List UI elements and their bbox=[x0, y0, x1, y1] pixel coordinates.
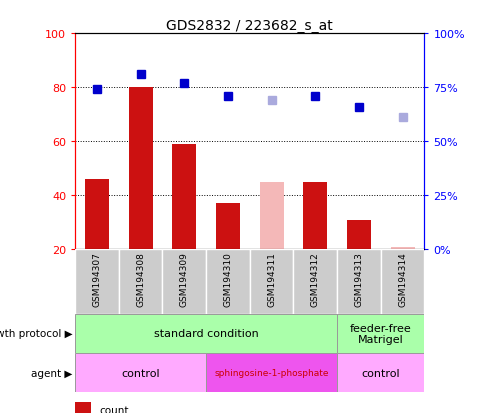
Bar bbox=[85, 180, 109, 250]
Bar bbox=[380, 250, 424, 314]
Bar bbox=[293, 250, 336, 314]
Text: GSM194312: GSM194312 bbox=[310, 252, 319, 306]
Bar bbox=[75, 314, 336, 353]
Bar bbox=[249, 250, 293, 314]
Text: agent ▶: agent ▶ bbox=[31, 368, 73, 378]
Text: GSM194310: GSM194310 bbox=[223, 252, 232, 306]
Text: GSM194314: GSM194314 bbox=[397, 252, 406, 306]
Text: GSM194311: GSM194311 bbox=[267, 252, 275, 306]
Bar bbox=[162, 250, 206, 314]
Bar bbox=[75, 353, 206, 392]
Bar bbox=[119, 250, 162, 314]
Bar bbox=[75, 402, 91, 413]
Bar bbox=[172, 145, 196, 250]
Bar bbox=[75, 250, 119, 314]
Text: GSM194313: GSM194313 bbox=[354, 252, 363, 306]
Bar bbox=[206, 250, 249, 314]
Text: count: count bbox=[99, 405, 129, 413]
Bar bbox=[215, 204, 240, 250]
Bar bbox=[336, 250, 380, 314]
Text: GSM194308: GSM194308 bbox=[136, 252, 145, 306]
Text: feeder-free
Matrigel: feeder-free Matrigel bbox=[349, 323, 411, 344]
Bar bbox=[206, 353, 336, 392]
Bar bbox=[259, 183, 283, 250]
Text: GSM194309: GSM194309 bbox=[180, 252, 188, 306]
Text: GSM194307: GSM194307 bbox=[92, 252, 101, 306]
Bar bbox=[336, 353, 424, 392]
Bar bbox=[346, 220, 370, 250]
Text: sphingosine-1-phosphate: sphingosine-1-phosphate bbox=[214, 368, 328, 377]
Text: growth protocol ▶: growth protocol ▶ bbox=[0, 328, 73, 339]
Bar bbox=[336, 314, 424, 353]
Bar bbox=[128, 88, 152, 250]
Title: GDS2832 / 223682_s_at: GDS2832 / 223682_s_at bbox=[166, 19, 333, 33]
Text: standard condition: standard condition bbox=[153, 328, 258, 339]
Text: control: control bbox=[121, 368, 160, 378]
Bar bbox=[390, 247, 414, 250]
Bar bbox=[302, 183, 327, 250]
Text: control: control bbox=[361, 368, 399, 378]
